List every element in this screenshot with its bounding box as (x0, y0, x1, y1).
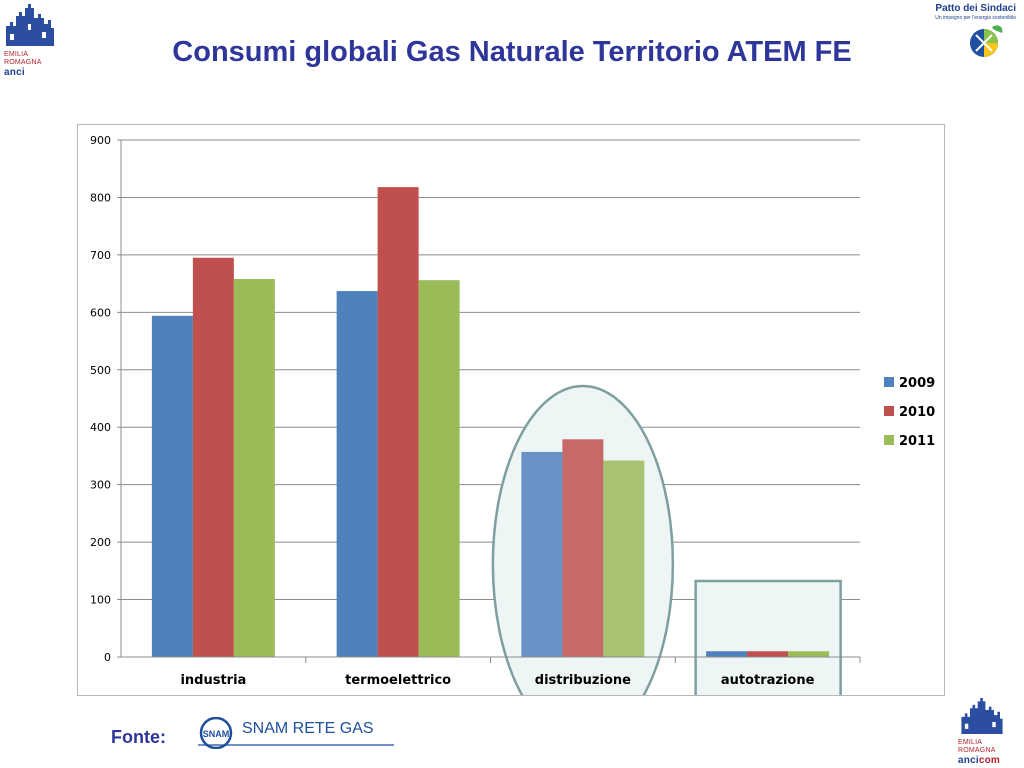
castle-icon-bottom (961, 698, 1003, 734)
logo-bottom-line-emilia: EMILIA (958, 739, 983, 746)
patto-subtitle: Un impegno per l'energia sostenibile (935, 15, 1016, 21)
bar-distribuzione-2011 (603, 460, 645, 657)
y-tick-label: 400 (90, 421, 111, 434)
y-tick-label: 600 (90, 306, 111, 319)
legend-swatch (884, 377, 894, 387)
bar-autotrazione-2010 (747, 651, 789, 657)
logo-line-emilia: EMILIA (4, 51, 29, 58)
logo-line-romagna: ROMAGNA (4, 59, 42, 66)
bar-industria-2009 (151, 315, 193, 657)
x-category-label: industria (180, 673, 246, 688)
patto-dei-sindaci-logo: Patto dei Sindaci Un impegno per l'energ… (896, 3, 1016, 64)
x-category-label: distribuzione (535, 673, 631, 688)
castle-icon (6, 4, 54, 46)
y-tick-label: 0 (104, 651, 111, 664)
y-tick-label: 500 (90, 364, 111, 377)
bar-autotrazione-2009 (706, 651, 748, 657)
chart-frame: 0 100 200 300 400 500 600 700 800 900 industria ter… (77, 124, 945, 696)
x-category-label: termoelettrico (345, 673, 451, 688)
bar-termoelettrico-2010 (377, 187, 419, 658)
logo-bottom-line-romagna: ROMAGNA (958, 747, 996, 754)
y-tick-label: 700 (90, 249, 111, 262)
x-category-label: autotrazione (721, 673, 815, 688)
slide-title: Consumi globali Gas Naturale Territorio … (172, 36, 852, 68)
legend-swatch (884, 406, 894, 416)
legend-label: 2009 (899, 376, 935, 391)
snam-emblem-icon (199, 716, 233, 750)
logo-bottom-anci: anci (958, 755, 979, 766)
y-tick-label: 900 (90, 134, 111, 147)
y-tick-label: 200 (90, 536, 111, 549)
fonte-label: Fonte: (111, 727, 166, 747)
snam-emblem-text: SNAM (203, 729, 230, 739)
legend-swatch (884, 435, 894, 445)
bar-distribuzione-2010 (562, 439, 604, 657)
y-tick-label: 800 (90, 191, 111, 204)
snam-rete-gas-logo: SNAM SNAM RETE GAS (196, 716, 396, 754)
snam-logo-text: SNAM RETE GAS (242, 720, 374, 737)
bar-termoelettrico-2009 (336, 291, 378, 657)
y-tick-label: 100 (90, 594, 111, 607)
bar-industria-2010 (192, 257, 234, 657)
logo-line-anci: anci (4, 67, 25, 78)
legend-label: 2010 (899, 405, 935, 420)
logo-bottom-com: com (978, 755, 1000, 766)
patto-title: Patto dei Sindaci (935, 3, 1016, 14)
patto-emblem-icon (970, 25, 1003, 57)
bar-autotrazione-2011 (788, 651, 830, 657)
legend-label: 2011 (899, 434, 935, 449)
y-tick-label: 300 (90, 479, 111, 492)
emilia-romagna-anci-logo: EMILIA ROMAGNA anci (4, 4, 56, 78)
emilia-romagna-ancicom-logo: EMILIA ROMAGNA ancicom (958, 698, 1006, 766)
bar-distribuzione-2009 (521, 451, 563, 657)
bar-chart: 0 100 200 300 400 500 600 700 800 900 industria ter… (90, 134, 935, 695)
highlight-rectangle (694, 579, 842, 695)
bar-termoelettrico-2011 (418, 280, 460, 657)
bar-industria-2011 (233, 279, 275, 657)
